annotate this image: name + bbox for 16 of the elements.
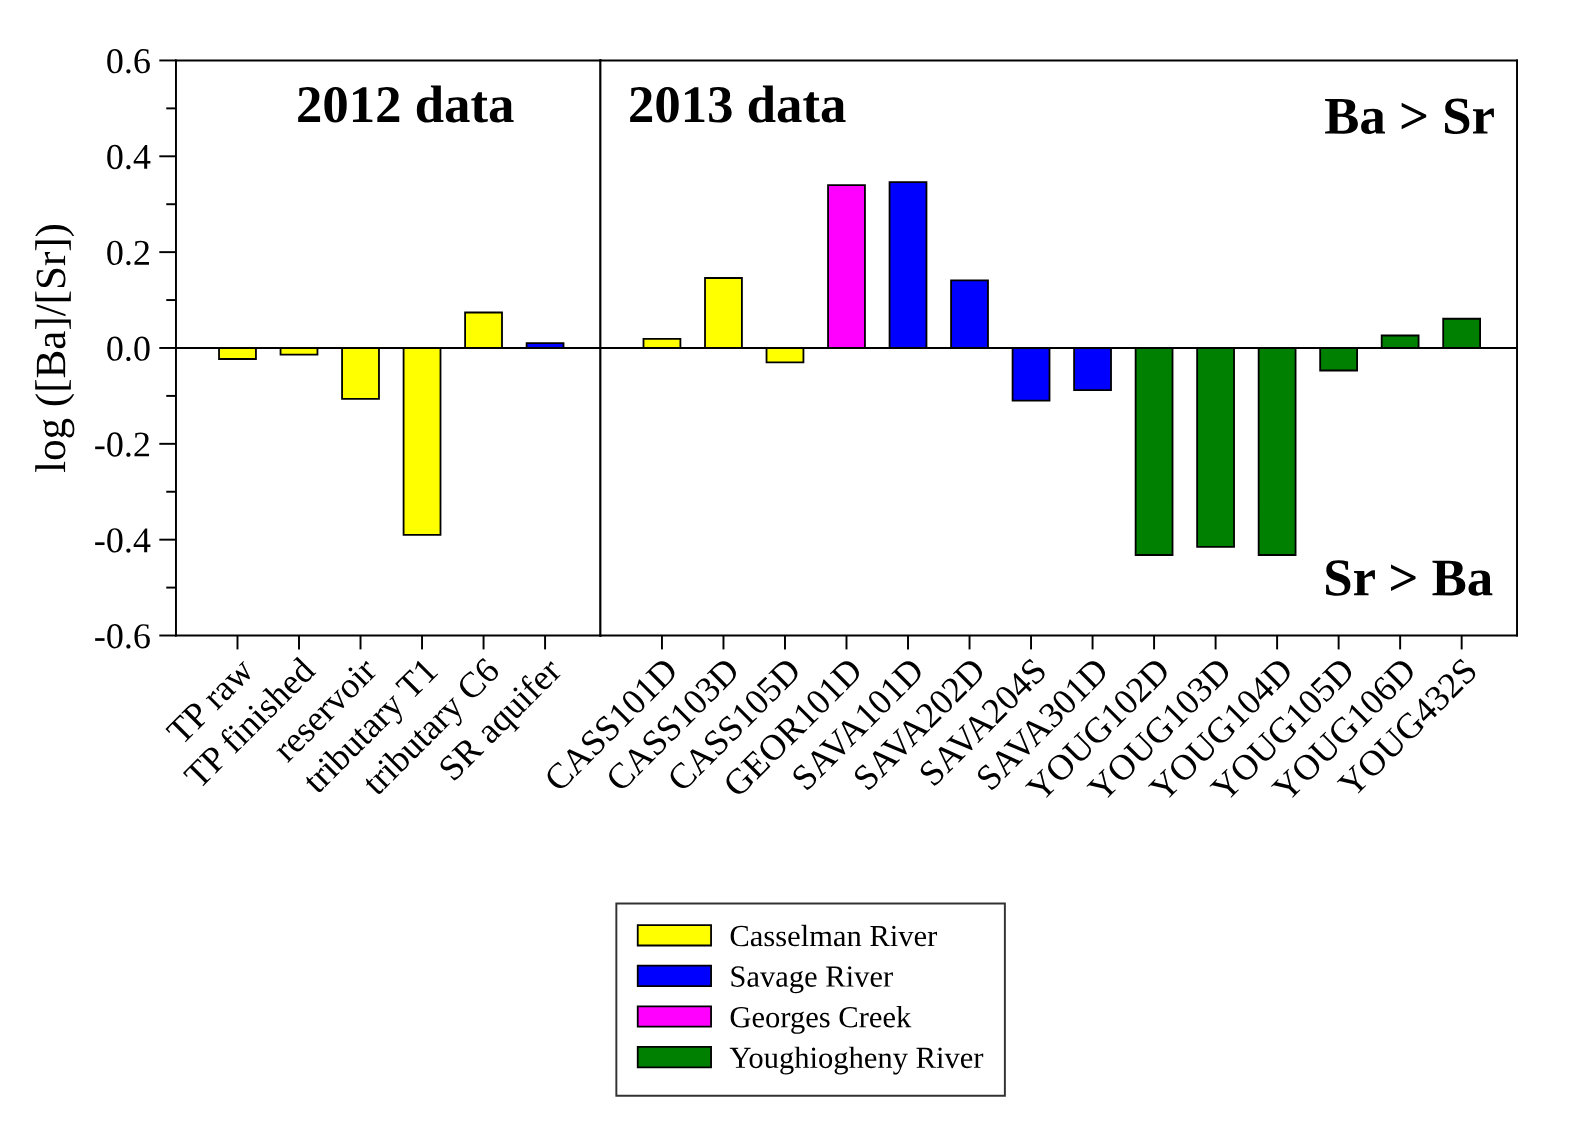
legend-label: Youghiogheny River (729, 1046, 984, 1075)
legend-label: Casselman River (730, 924, 938, 947)
annotation: Sr > Ba (1326, 560, 1493, 596)
legend-label: Georges Creek (730, 1006, 912, 1034)
y-tick-label: 0.4 (107, 144, 151, 170)
y-tick-label: 0.2 (107, 240, 149, 266)
legend-label: Savage River (731, 966, 893, 994)
y-tick-label: 0.0 (107, 336, 150, 362)
y-tick-label: 0.6 (107, 48, 150, 74)
y-tick-label: -0.6 (95, 624, 150, 649)
y-tick-label: -0.2 (95, 432, 149, 457)
y-axis-title: log ([Ba]/[Sr]) (35, 224, 75, 473)
annotation: 2013 data (630, 85, 846, 123)
annotation: Ba > Sr (1325, 98, 1494, 135)
annotation: 2012 data (298, 85, 514, 123)
y-tick-label: -0.4 (95, 528, 151, 553)
